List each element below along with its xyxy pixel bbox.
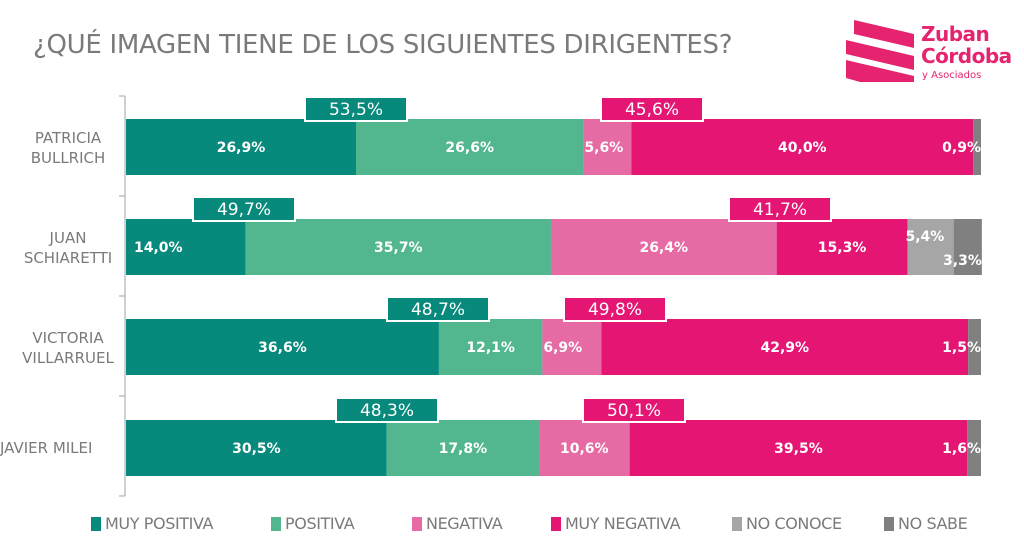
logo-text-cordoba: Córdoba	[921, 44, 1012, 68]
legend-swatch-icon	[884, 516, 894, 531]
bar-segment-no-sabe	[973, 119, 981, 175]
legend-label: POSITIVA	[285, 514, 355, 533]
segment-value-label: 10,6%	[560, 441, 609, 457]
legend-swatch-icon	[412, 516, 422, 531]
legend-label: NEGATIVA	[426, 514, 503, 533]
positive-total-box	[335, 397, 439, 423]
category-label: PATRICIA BULLRICH	[31, 129, 106, 167]
legend-item: NO SABE	[884, 514, 968, 533]
segment-value-label: 30,5%	[232, 441, 281, 457]
segment-value-label: 39,5%	[774, 441, 823, 457]
negative-total-label: 49,8%	[588, 300, 642, 320]
segment-value-label: 17,8%	[439, 441, 488, 457]
negative-total-label: 45,6%	[625, 100, 679, 120]
bar-segment-negativa	[583, 119, 632, 175]
positive-total-label: 49,7%	[217, 200, 271, 220]
bar-segment-positiva	[386, 420, 539, 476]
bar-segment-muy-positiva	[126, 219, 246, 275]
positive-total-label: 48,3%	[360, 401, 414, 421]
bar-segment-muy-negativa	[776, 219, 908, 275]
negative-total-label: 50,1%	[607, 401, 661, 421]
segment-value-label: 1,5%	[942, 340, 981, 356]
legend-label: NO SABE	[898, 514, 968, 533]
segment-value-label: 35,7%	[374, 240, 423, 256]
legend-label: NO CONOCE	[746, 514, 842, 533]
segment-value-label: 1,6%	[942, 441, 981, 457]
legend-swatch-icon	[91, 516, 101, 531]
legend-item: POSITIVA	[271, 514, 355, 533]
chart-title: ¿QUÉ IMAGEN TIENE DE LOS SIGUIENTES DIRI…	[33, 30, 733, 60]
bar-segment-muy-negativa	[631, 119, 974, 175]
segment-value-label: 0,9%	[942, 140, 981, 156]
segment-value-label: 5,6%	[584, 140, 623, 156]
segment-value-label: 3,3%	[943, 253, 982, 269]
positive-total-label: 53,5%	[329, 100, 383, 120]
segment-value-label: 6,9%	[543, 340, 582, 356]
negative-total-box	[582, 397, 686, 423]
bar-segment-no-conoce	[907, 219, 954, 275]
bar-segment-negativa	[542, 319, 602, 375]
segment-value-label: 26,6%	[445, 140, 494, 156]
bar-segment-positiva	[355, 119, 584, 175]
segment-value-label: 36,6%	[258, 340, 307, 356]
logo-text-zuban: Zuban	[921, 22, 990, 46]
category-label: VICTORIA VILLARRUEL	[22, 329, 114, 367]
positive-total-box	[304, 96, 408, 122]
legend-swatch-icon	[732, 516, 742, 531]
bar-segment-negativa	[538, 420, 630, 476]
segment-value-label: 40,0%	[778, 140, 827, 156]
segment-value-label: 26,4%	[640, 240, 689, 256]
legend-item: MUY NEGATIVA	[551, 514, 681, 533]
logo-text-asociados: y Asociados	[922, 70, 982, 81]
category-label: JUAN SCHIARETTI	[24, 229, 112, 267]
legend-swatch-icon	[271, 516, 281, 531]
logo-stripes-icon	[846, 20, 914, 82]
segment-value-label: 14,0%	[134, 240, 183, 256]
bar-segment-muy-positiva	[126, 119, 356, 175]
legend-item: NO CONOCE	[732, 514, 842, 533]
bar-segment-no-sabe	[953, 219, 982, 275]
segment-value-label: 26,9%	[217, 140, 266, 156]
bar-segment-muy-positiva	[126, 420, 387, 476]
bar-segment-no-sabe	[967, 420, 981, 476]
bar-segment-muy-negativa	[601, 319, 969, 375]
positive-total-box	[386, 296, 490, 322]
bar-segment-muy-negativa	[629, 420, 968, 476]
bar-segment-negativa	[550, 219, 777, 275]
negative-total-box	[563, 296, 667, 322]
legend-label: MUY NEGATIVA	[565, 514, 681, 533]
segment-value-label: 42,9%	[760, 340, 809, 356]
legend-swatch-icon	[551, 516, 561, 531]
negative-total-box	[600, 96, 704, 122]
legend-item: NEGATIVA	[412, 514, 503, 533]
zuban-cordoba-logo: Zuban Córdoba y Asociados	[846, 10, 1016, 88]
legend-item: MUY POSITIVA	[91, 514, 213, 533]
segment-value-label: 12,1%	[466, 340, 515, 356]
bar-segment-positiva	[438, 319, 543, 375]
segment-value-label: 15,3%	[818, 240, 867, 256]
positive-total-label: 48,7%	[411, 300, 465, 320]
segment-value-label: 5,4%	[905, 229, 944, 245]
positive-total-box	[192, 196, 296, 222]
category-label: JAVIER MILEI	[0, 439, 92, 457]
chart-legend: MUY POSITIVA POSITIVA NEGATIVA MUY NEGATIVA…	[0, 514, 1024, 544]
bar-segment-muy-positiva	[126, 319, 439, 375]
bar-segment-positiva	[245, 219, 551, 275]
negative-total-box	[728, 196, 832, 222]
negative-total-label: 41,7%	[753, 200, 807, 220]
bar-segment-no-sabe	[968, 319, 981, 375]
legend-label: MUY POSITIVA	[105, 514, 214, 533]
